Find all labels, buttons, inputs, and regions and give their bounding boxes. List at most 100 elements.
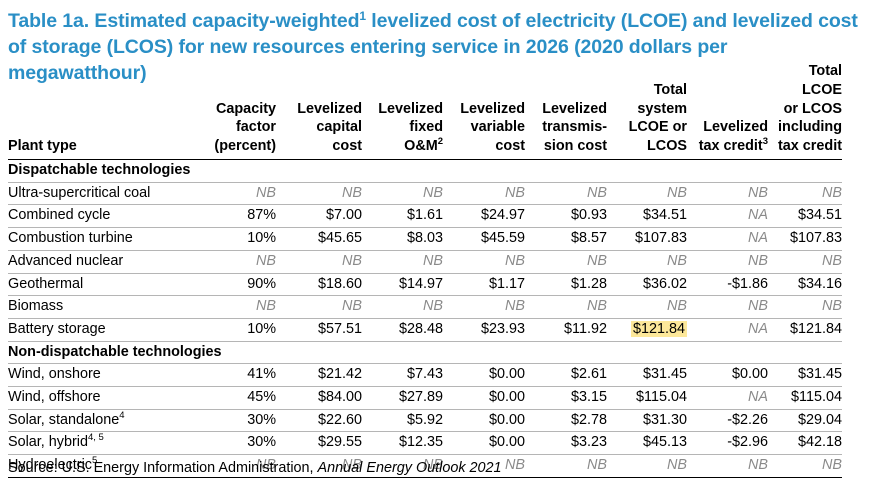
data-cell: NB (276, 295, 362, 319)
data-cell: 41% (208, 363, 276, 388)
data-cell: NB (687, 454, 768, 478)
data-cell: NA (687, 227, 768, 251)
table-row: Battery storage 10% $57.51 $28.48 $23.93 $11.… (8, 318, 842, 342)
data-cell: $11.92 (525, 318, 607, 342)
section-label: Non-dispatchable technologies (8, 341, 842, 365)
data-cell: -$1.86 (687, 273, 768, 297)
col-header-fixed-om: Levelized fixed O&M2 (362, 62, 443, 160)
table-row: Combustion turbine 10% $45.65 $8.03 $45.59 $8… (8, 227, 842, 251)
publication-title: Annual Energy Outlook 2021 (317, 460, 502, 476)
data-cell: NA (687, 318, 768, 342)
data-cell: $24.97 (443, 204, 525, 229)
col-header-total-system: Total system LCOE or LCOS (607, 62, 687, 160)
plant-type-cell: Combined cycle (8, 204, 208, 229)
data-cell: NB (362, 182, 443, 206)
col-header-tax-credit: Levelized tax credit3 (687, 62, 768, 160)
highlighted-value: $121.84 (630, 320, 687, 337)
data-cell: NB (768, 454, 842, 478)
data-cell: NB (768, 295, 842, 319)
plant-type-cell: Combustion turbine (8, 227, 208, 251)
data-cell: $12.35 (362, 431, 443, 456)
data-cell: NB (208, 182, 276, 206)
data-cell: $115.04 (607, 386, 687, 410)
data-cell: $3.23 (525, 431, 607, 456)
data-cell: $0.00 (443, 409, 525, 433)
plant-type-cell: Geothermal (8, 273, 208, 297)
data-cell: $45.65 (276, 227, 362, 251)
data-cell: $28.48 (362, 318, 443, 342)
table-row: Geothermal 90% $18.60 $14.97 $1.17 $1.28 $36.0… (8, 273, 842, 297)
data-cell: 87% (208, 204, 276, 229)
table-row: Wind, offshore 45% $84.00 $27.89 $0.00 $3.15 $… (8, 386, 842, 410)
table-row: Solar, hybrid4, 5 30% $29.55 $12.35 $0.00 $3.… (8, 431, 842, 456)
data-cell: $0.00 (687, 363, 768, 388)
data-cell: $121.84 (768, 318, 842, 342)
data-cell: $34.51 (607, 204, 687, 229)
col-header-capital-cost: Levelized capital cost (276, 62, 362, 160)
table-row: Advanced nuclear NB NB NB NB NB NB NB NB (8, 250, 842, 274)
data-cell: 10% (208, 227, 276, 251)
table-row: Ultra-supercritical coal NB NB NB NB NB NB NB NB (8, 182, 842, 206)
data-cell: $23.93 (443, 318, 525, 342)
data-cell: NB (525, 182, 607, 206)
data-cell: NB (607, 454, 687, 478)
plant-type-cell: Biomass (8, 295, 208, 319)
data-cell: NB (276, 182, 362, 206)
data-cell: $1.61 (362, 204, 443, 229)
col-header-variable-cost: Levelized variable cost (443, 62, 525, 160)
data-cell: NB (768, 182, 842, 206)
data-cell: NB (607, 295, 687, 319)
data-cell: NB (362, 454, 443, 478)
data-cell: NB (208, 250, 276, 274)
data-cell: $27.89 (362, 386, 443, 410)
data-cell: NB (443, 182, 525, 206)
title-footnote-marker: 1 (359, 9, 366, 23)
data-cell: 10% (208, 318, 276, 342)
data-cell: NB (276, 250, 362, 274)
data-cell: NB (525, 295, 607, 319)
data-cell: 45% (208, 386, 276, 410)
title-text: Table 1a. Estimated capacity-weighted (8, 10, 360, 32)
lcoe-table: Plant type Capacity factor (percent) Level… (8, 62, 842, 478)
data-cell: $8.57 (525, 227, 607, 251)
data-cell: $57.51 (276, 318, 362, 342)
data-cell: NB (525, 250, 607, 274)
data-cell: -$2.96 (687, 431, 768, 456)
data-cell: 30% (208, 409, 276, 433)
data-cell: $34.16 (768, 273, 842, 297)
plant-type-cell: Hydroelectric5 (8, 454, 208, 478)
data-cell: $2.61 (525, 363, 607, 388)
col-header-capacity-factor: Capacity factor (percent) (208, 62, 276, 160)
table-row: Hydroelectric5 NB NB NB NB NB NB NB NB (8, 454, 842, 478)
header-row: Plant type Capacity factor (percent) Level… (8, 62, 842, 160)
data-cell: $0.00 (443, 431, 525, 456)
data-cell: $18.60 (276, 273, 362, 297)
data-cell: NB (525, 454, 607, 478)
data-cell: NB (687, 250, 768, 274)
data-cell: $3.15 (525, 386, 607, 410)
data-cell: $45.59 (443, 227, 525, 251)
data-cell: $115.04 (768, 386, 842, 410)
data-cell: NB (443, 454, 525, 478)
plant-type-cell: Ultra-supercritical coal (8, 182, 208, 206)
plant-type-cell: Solar, hybrid4, 5 (8, 431, 208, 456)
data-cell: NB (607, 250, 687, 274)
section-row-dispatchable: Dispatchable technologies (8, 159, 842, 183)
section-label: Dispatchable technologies (8, 159, 842, 183)
data-cell: NB (443, 295, 525, 319)
plant-type-cell: Solar, standalone4 (8, 409, 208, 433)
data-cell: NB (362, 250, 443, 274)
source-note: Source: U.S. Energy Information Administ… (8, 460, 502, 476)
highlighted-cell: $121.84 (607, 318, 687, 342)
data-cell: $107.83 (607, 227, 687, 251)
data-cell: $45.13 (607, 431, 687, 456)
table-row: Solar, standalone4 30% $22.60 $5.92 $0.00 $2.… (8, 409, 842, 433)
col-header-total-incl-tax: Total LCOE or LCOS including tax credit (768, 62, 842, 160)
data-cell: NB (362, 295, 443, 319)
data-cell: $1.17 (443, 273, 525, 297)
plant-type-cell: Battery storage (8, 318, 208, 342)
data-cell: $0.00 (443, 386, 525, 410)
data-cell: $84.00 (276, 386, 362, 410)
col-header-transmission-cost: Levelized transmis-sion cost (525, 62, 607, 160)
